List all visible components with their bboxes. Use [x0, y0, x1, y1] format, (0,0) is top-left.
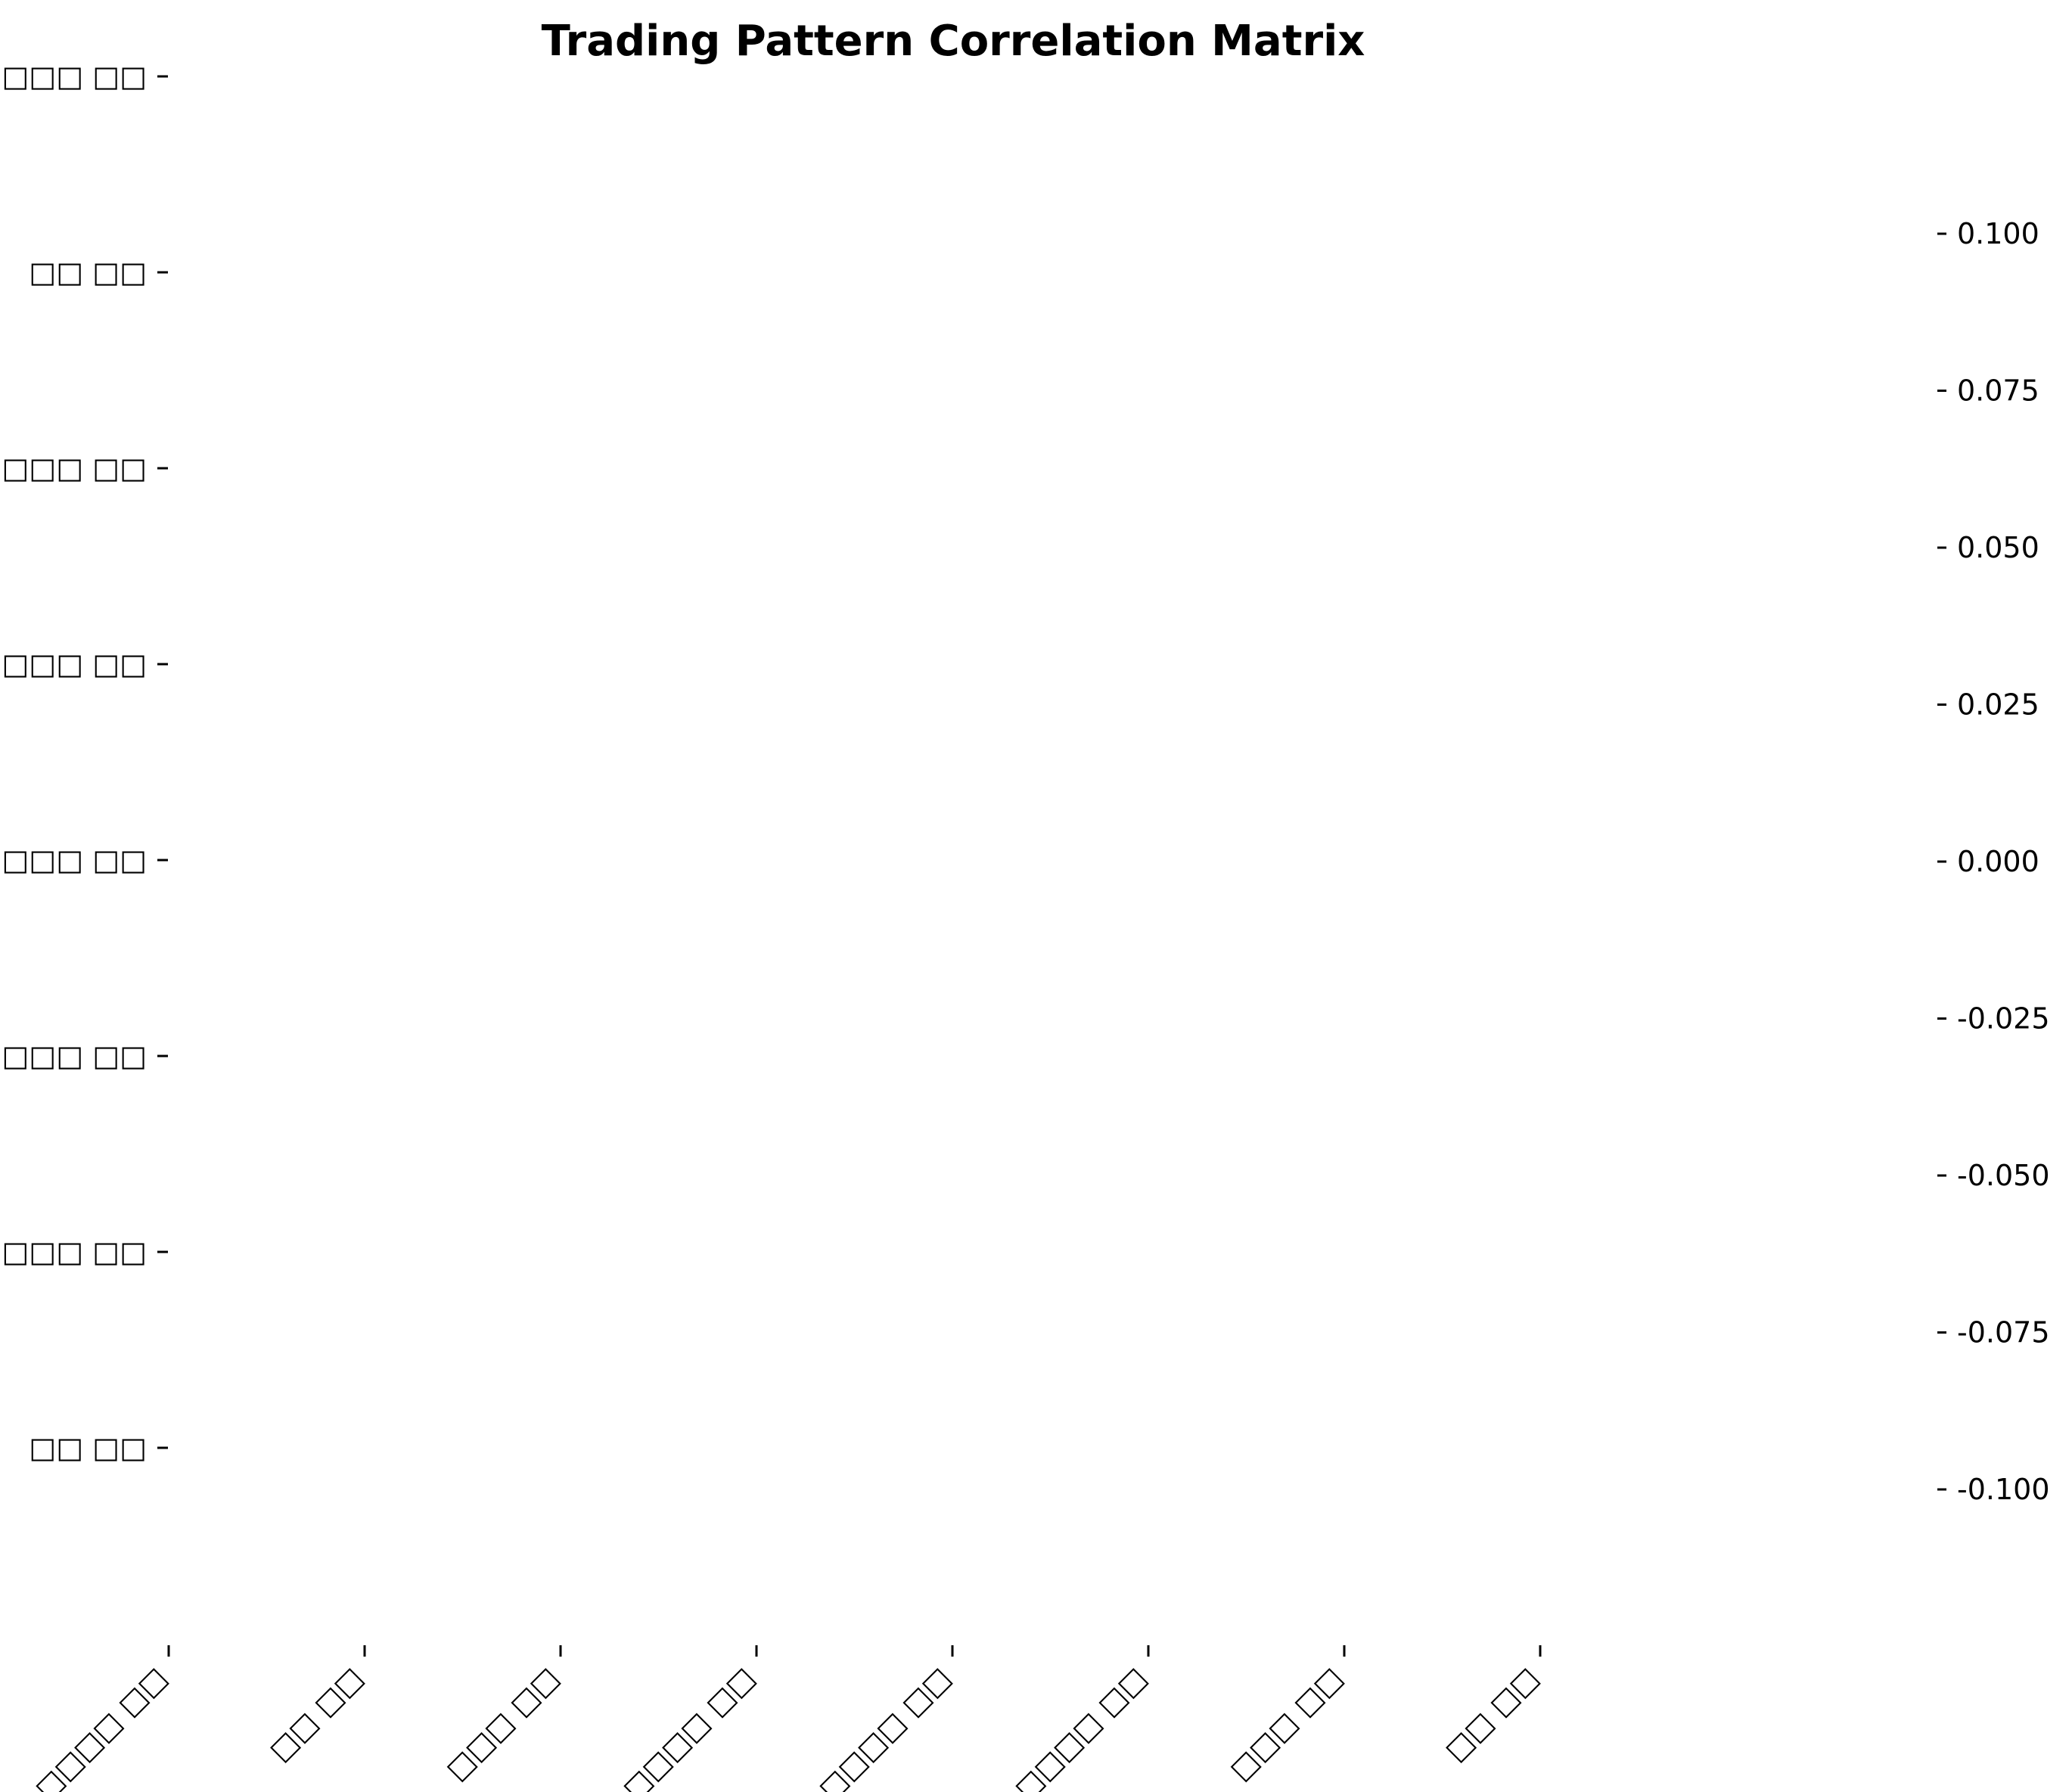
x-tick-label: □□□□ □□: [1008, 1660, 1153, 1792]
y-tick-label: □□□ □□: [2, 452, 147, 485]
colorbar: 0.100 0.075 0.050 0.025 0.000 -0.025 -0.050 -0.…: [1937, 217, 2050, 1506]
colorbar-tick-label: 0.100: [1957, 217, 2039, 250]
colorbar-tick-label: -0.075: [1957, 1316, 2050, 1349]
colorbar-tick-label: 0.075: [1957, 374, 2039, 408]
chart-title: Trading Pattern Correlation Matrix: [542, 17, 1365, 66]
y-tick-label: □□□□ □□: [0, 648, 147, 681]
y-tick-label: □□ □□: [29, 256, 147, 289]
x-tick-label: □□□ □□: [440, 1660, 566, 1787]
x-tick-label: □□□□ □□: [28, 1660, 173, 1792]
x-tick-label: □□□□ □□: [812, 1660, 957, 1792]
colorbar-tick-label: -0.050: [1957, 1159, 2050, 1192]
colorbar-tick-label: 0.025: [1957, 688, 2039, 722]
x-tick-label: □□□ □□: [1223, 1660, 1350, 1787]
colorbar-tick-label: -0.025: [1957, 1002, 2050, 1036]
y-tick-label: □□□ □□: [2, 1235, 147, 1269]
y-tick-label: □□ □□: [29, 1431, 147, 1464]
colorbar-tick-label: 0.050: [1957, 531, 2039, 564]
x-axis: □□□□ □□ □□ □□ □□□ □□ □□□□ □□ □□□□ □□ □□□□ □□ □…: [28, 1645, 1545, 1792]
x-tick-label: □□ □□: [1438, 1660, 1545, 1767]
y-tick-label: □□□□ □□: [0, 1039, 147, 1073]
y-axis: □□□ □ □□ □ □ □□ □□ □ □ □ □□ □□ □□ □ □□ □ □□ □□□□ □ □ □…: [0, 60, 168, 1464]
y-tick-label: □□□□ □□: [0, 60, 147, 93]
x-tick-label: □□□□ □□: [616, 1660, 761, 1792]
y-tick-label: □□□□ □□: [0, 843, 147, 877]
colorbar-tick-label: -0.100: [1957, 1473, 2050, 1506]
x-tick-label: □□ □□: [262, 1660, 369, 1767]
colorbar-tick-label: 0.000: [1957, 845, 2039, 878]
